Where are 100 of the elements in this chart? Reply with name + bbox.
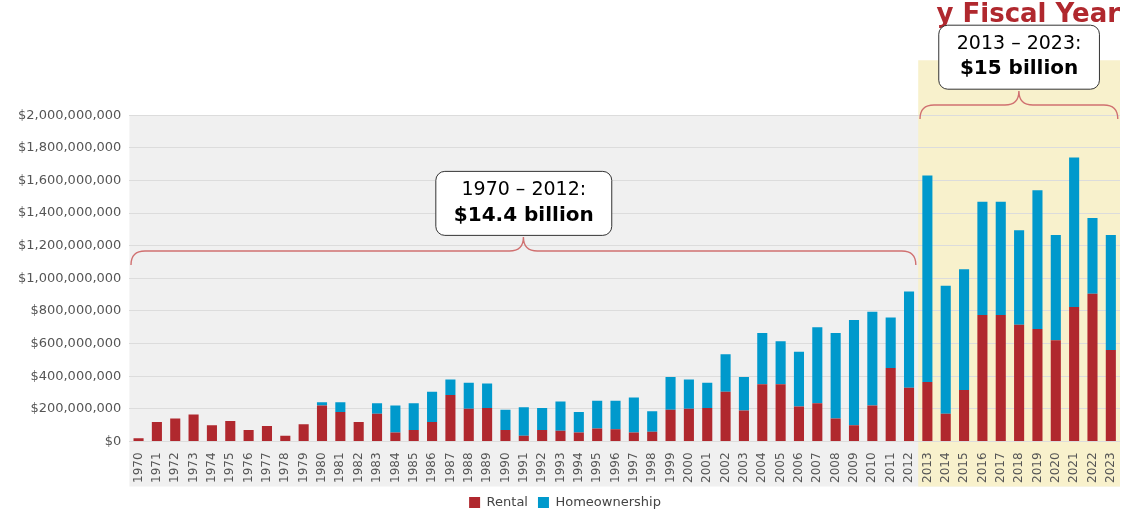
bar <box>427 391 438 422</box>
x-tick-label: 2007 <box>809 452 824 484</box>
x-tick-label: 1997 <box>625 452 640 484</box>
bar <box>500 409 511 431</box>
chart-title: y Fiscal Year <box>936 0 1121 29</box>
bar <box>1050 235 1061 341</box>
bar <box>463 382 474 409</box>
x-tick-label: 1988 <box>460 452 475 484</box>
bar <box>977 201 988 316</box>
x-tick-label: 1993 <box>552 452 567 484</box>
bar <box>959 269 970 391</box>
x-tick-label: 1972 <box>167 452 182 484</box>
bar <box>848 425 860 441</box>
bar <box>683 379 694 409</box>
y-tick-label: $400,000,000 <box>30 367 122 383</box>
y-tick-label: $2,000,000,000 <box>17 106 122 122</box>
bar <box>170 418 181 441</box>
bar <box>445 394 456 441</box>
bar <box>518 407 529 436</box>
x-tick-label: 2010 <box>864 452 879 484</box>
bar <box>500 430 511 441</box>
bar <box>371 413 383 441</box>
x-tick-label: 2002 <box>717 452 732 484</box>
bar <box>665 377 676 410</box>
bar <box>151 421 162 441</box>
bar <box>628 432 639 441</box>
bar <box>353 421 364 441</box>
y-tick-label: $1,800,000,000 <box>17 139 122 155</box>
y-tick-label: $800,000,000 <box>30 302 122 318</box>
x-tick-label: 2003 <box>736 452 751 484</box>
bar <box>537 408 548 431</box>
bar <box>720 354 731 392</box>
bar <box>922 381 933 441</box>
bar <box>867 311 878 406</box>
x-tick-label: 1998 <box>644 452 659 484</box>
bar <box>867 405 878 441</box>
bar <box>903 387 915 441</box>
y-tick-label: $1,600,000,000 <box>17 171 122 187</box>
bar <box>940 413 951 441</box>
bar <box>738 410 749 441</box>
bar <box>702 408 713 441</box>
bar <box>720 391 731 441</box>
bar <box>335 402 346 413</box>
x-tick-label: 2016 <box>974 452 989 484</box>
x-tick-label: 1991 <box>515 452 530 484</box>
x-tick-label: 1994 <box>570 452 585 484</box>
bar <box>738 377 749 411</box>
x-tick-label: 1987 <box>442 452 457 484</box>
x-tick-label: 1977 <box>259 452 274 484</box>
bar <box>537 430 548 441</box>
bar <box>940 285 951 414</box>
x-tick-label: 2022 <box>1084 452 1099 484</box>
bar <box>702 382 713 409</box>
bar <box>1014 230 1025 325</box>
x-tick-label: 2004 <box>754 452 769 484</box>
bar <box>793 351 805 407</box>
bar <box>1105 350 1116 441</box>
x-tick-label: 2023 <box>1102 452 1117 484</box>
bar <box>959 390 970 441</box>
bar <box>610 429 621 441</box>
bar <box>830 418 841 441</box>
bar <box>482 408 493 441</box>
bar <box>812 327 823 404</box>
bar <box>830 332 841 419</box>
bar <box>243 430 254 441</box>
bar <box>1087 293 1098 441</box>
x-tick-label: 1971 <box>149 452 164 484</box>
bar <box>995 315 1006 441</box>
bar <box>793 406 805 441</box>
bar <box>1050 340 1061 441</box>
x-tick-label: 1986 <box>424 452 439 484</box>
bar <box>665 409 676 441</box>
bar <box>390 432 401 441</box>
x-tick-label: 1976 <box>240 452 255 484</box>
legend-label: Homeownership <box>555 493 661 509</box>
bar <box>445 379 456 395</box>
bar <box>592 428 603 441</box>
x-tick-label: 1983 <box>369 452 384 484</box>
bar <box>647 411 658 432</box>
x-tick-label: 2021 <box>1066 452 1081 484</box>
x-tick-label: 1981 <box>332 452 347 484</box>
annotation: 1970 – 2012: $14.4 billion <box>453 177 594 226</box>
x-tick-label: 2015 <box>956 452 971 484</box>
bar <box>225 421 236 441</box>
x-tick-label: 1975 <box>222 452 237 484</box>
x-tick-label: 2018 <box>1011 452 1026 484</box>
bar <box>316 402 328 406</box>
bar <box>390 405 401 433</box>
bar <box>316 405 328 441</box>
x-tick-label: 2009 <box>846 452 861 484</box>
x-tick-label: 2020 <box>1047 452 1062 484</box>
x-tick-label: 1985 <box>405 452 420 484</box>
bar <box>206 425 217 441</box>
bar <box>298 424 309 441</box>
bar <box>1069 157 1080 307</box>
bar <box>1087 217 1098 294</box>
x-tick-label: 1995 <box>589 452 604 484</box>
bar <box>885 317 896 369</box>
bar <box>628 397 639 433</box>
x-tick-label: 1978 <box>277 452 292 484</box>
